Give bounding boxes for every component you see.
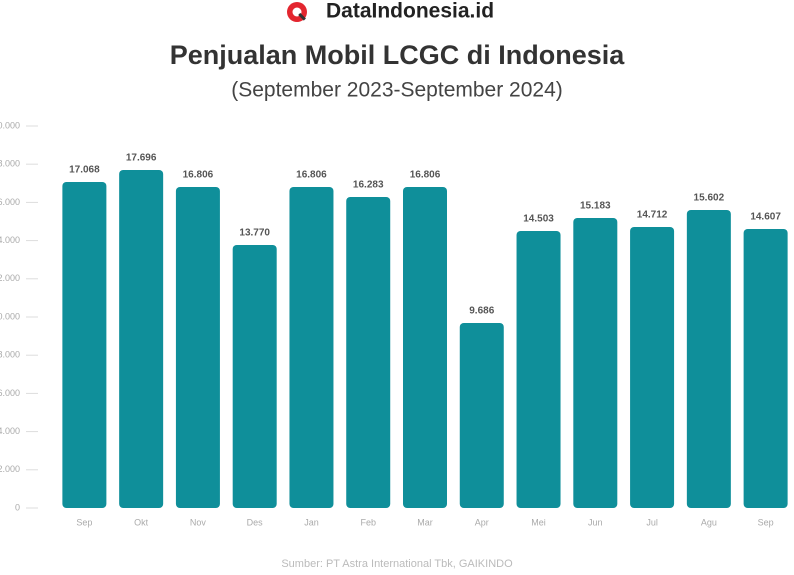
- value-label: 14.607: [750, 212, 781, 223]
- value-label: 17.068: [69, 165, 100, 176]
- value-label: 15.183: [580, 201, 611, 212]
- source: Sumber: PT Astra International Tbk, GAIK…: [281, 558, 513, 570]
- y-tick-label: 8.000: [0, 350, 20, 360]
- x-tick-label: Mar: [417, 517, 433, 527]
- bar: [686, 210, 731, 508]
- bar: [459, 322, 504, 508]
- value-label: 16.806: [183, 170, 214, 181]
- bar: [573, 218, 618, 508]
- y-tick-label: 6.000: [0, 388, 20, 398]
- logo: [287, 2, 307, 22]
- chart-title: Penjualan Mobil LCGC di Indonesia: [170, 40, 626, 70]
- x-tick-label: Jun: [588, 517, 603, 527]
- bar: [62, 182, 107, 508]
- y-tick-label: 14.000: [0, 235, 20, 245]
- value-label: 15.602: [694, 193, 725, 204]
- y-tick-label: 10.000: [0, 311, 20, 321]
- value-label: 14.712: [637, 210, 668, 221]
- x-tick-label: Des: [247, 517, 264, 527]
- y-tick-label: 16.000: [0, 197, 20, 207]
- bar: [232, 244, 277, 509]
- value-label: 9.686: [469, 306, 494, 317]
- brand: DataIndonesia.id: [326, 0, 494, 23]
- x-tick-label: Jul: [646, 517, 658, 527]
- value-label: 14.503: [523, 214, 554, 225]
- bar: [119, 170, 164, 508]
- x-tick-label: Sep: [758, 517, 774, 527]
- x-tick-label: Nov: [190, 517, 207, 527]
- value-label: 17.696: [126, 153, 157, 164]
- x-tick-label: Apr: [475, 517, 489, 527]
- value-label: 16.806: [296, 170, 327, 181]
- bar: [346, 196, 391, 509]
- bar: [630, 227, 675, 508]
- value-label: 16.283: [353, 180, 384, 191]
- y-tick-label: 20.000: [0, 120, 20, 130]
- bar: [289, 187, 334, 508]
- x-tick-label: Agu: [701, 517, 717, 527]
- x-tick-label: Mei: [531, 517, 546, 527]
- y-tick-label: 2.000: [0, 464, 20, 474]
- y-tick-label: 4.000: [0, 426, 20, 436]
- y-tick-label: 0: [15, 502, 20, 512]
- value-label: 13.770: [239, 228, 270, 239]
- x-tick-label: Feb: [360, 517, 376, 527]
- x-tick-label: Sep: [76, 517, 92, 527]
- bar: [516, 230, 561, 508]
- y-tick-label: 12.000: [0, 273, 20, 283]
- bar: [175, 187, 220, 508]
- x-tick-label: Okt: [134, 517, 149, 527]
- bar: [743, 229, 788, 509]
- y-tick-label: 18.000: [0, 159, 20, 169]
- x-tick-label: Jan: [304, 517, 319, 527]
- chart-subtitle: (September 2023-September 2024): [231, 79, 563, 102]
- value-label: 16.806: [410, 170, 441, 181]
- bar: [403, 187, 447, 508]
